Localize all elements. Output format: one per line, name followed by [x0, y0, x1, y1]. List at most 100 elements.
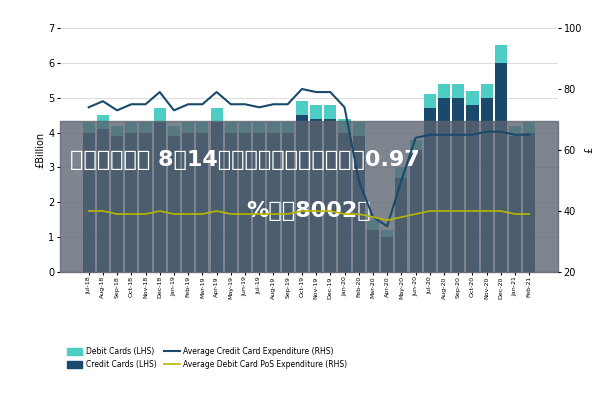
Average Credit Card Expenditure (RHS)	[85, 105, 92, 110]
Bar	[281, 132, 294, 272]
Average Credit Card Expenditure (RHS)	[327, 90, 334, 94]
Average Credit Card Expenditure (RHS)	[185, 102, 192, 107]
Bar	[83, 122, 95, 272]
Average Debit Card PoS Expenditure (RHS)	[170, 212, 178, 216]
Y-axis label: £Billion: £Billion	[35, 132, 46, 168]
Average Debit Card PoS Expenditure (RHS)	[99, 209, 106, 214]
Average Credit Card Expenditure (RHS)	[199, 102, 206, 107]
Bar	[310, 105, 322, 272]
Bar	[410, 140, 422, 272]
Bar	[495, 63, 507, 272]
Average Credit Card Expenditure (RHS)	[270, 102, 277, 107]
Bar	[338, 132, 350, 272]
Average Debit Card PoS Expenditure (RHS)	[469, 209, 476, 214]
Bar	[296, 101, 308, 272]
Average Debit Card PoS Expenditure (RHS)	[398, 215, 405, 220]
Bar	[523, 122, 535, 272]
Average Debit Card PoS Expenditure (RHS)	[455, 209, 462, 214]
Average Debit Card PoS Expenditure (RHS)	[440, 209, 448, 214]
Bar	[125, 122, 137, 272]
Bar	[97, 129, 109, 272]
Average Debit Card PoS Expenditure (RHS)	[383, 218, 391, 222]
Average Credit Card Expenditure (RHS)	[99, 99, 106, 104]
Average Credit Card Expenditure (RHS)	[227, 102, 235, 107]
Bar	[182, 132, 194, 272]
Bar	[83, 132, 95, 272]
Average Debit Card PoS Expenditure (RHS)	[512, 212, 519, 216]
Average Credit Card Expenditure (RHS)	[440, 132, 448, 137]
Average Credit Card Expenditure (RHS)	[412, 135, 419, 140]
Average Credit Card Expenditure (RHS)	[426, 132, 433, 137]
Bar	[395, 178, 407, 272]
Average Debit Card PoS Expenditure (RHS)	[412, 212, 419, 216]
Average Credit Card Expenditure (RHS)	[526, 132, 533, 137]
Legend: Debit Cards (LHS), Credit Cards (LHS), Average Credit Card Expenditure (RHS), Av: Debit Cards (LHS), Credit Cards (LHS), A…	[64, 344, 350, 372]
Average Debit Card PoS Expenditure (RHS)	[426, 209, 433, 214]
Bar	[239, 122, 251, 272]
Average Debit Card PoS Expenditure (RHS)	[142, 212, 149, 216]
Average Debit Card PoS Expenditure (RHS)	[313, 209, 320, 214]
Average Credit Card Expenditure (RHS)	[355, 178, 362, 183]
Average Credit Card Expenditure (RHS)	[298, 87, 305, 92]
Bar	[111, 126, 123, 272]
Average Credit Card Expenditure (RHS)	[469, 132, 476, 137]
Bar	[125, 132, 137, 272]
Average Credit Card Expenditure (RHS)	[142, 102, 149, 107]
Average Credit Card Expenditure (RHS)	[256, 105, 263, 110]
Bar	[239, 132, 251, 272]
Bar	[60, 121, 558, 272]
Average Debit Card PoS Expenditure (RHS)	[526, 212, 533, 216]
Bar	[367, 230, 379, 272]
Average Debit Card PoS Expenditure (RHS)	[85, 209, 92, 214]
Line: Average Debit Card PoS Expenditure (RHS): Average Debit Card PoS Expenditure (RHS)	[89, 211, 529, 220]
Bar	[310, 119, 322, 272]
Average Debit Card PoS Expenditure (RHS)	[256, 212, 263, 216]
Average Credit Card Expenditure (RHS)	[455, 132, 462, 137]
Average Credit Card Expenditure (RHS)	[512, 132, 519, 137]
Bar	[509, 126, 521, 272]
Average Debit Card PoS Expenditure (RHS)	[483, 209, 490, 214]
Bar	[495, 46, 507, 272]
Bar	[438, 98, 450, 272]
Average Debit Card PoS Expenditure (RHS)	[497, 209, 505, 214]
Average Credit Card Expenditure (RHS)	[213, 90, 220, 94]
Average Debit Card PoS Expenditure (RHS)	[213, 209, 220, 214]
Bar	[523, 132, 535, 272]
Bar	[324, 105, 337, 272]
Bar	[509, 136, 521, 272]
Bar	[481, 84, 493, 272]
Average Credit Card Expenditure (RHS)	[383, 224, 391, 229]
Average Debit Card PoS Expenditure (RHS)	[156, 209, 163, 214]
Bar	[324, 119, 337, 272]
Bar	[111, 136, 123, 272]
Average Credit Card Expenditure (RHS)	[313, 90, 320, 94]
Bar	[139, 122, 152, 272]
Average Debit Card PoS Expenditure (RHS)	[199, 212, 206, 216]
Bar	[452, 98, 464, 272]
Average Debit Card PoS Expenditure (RHS)	[185, 212, 192, 216]
Bar	[424, 108, 436, 272]
Bar	[196, 132, 208, 272]
Average Credit Card Expenditure (RHS)	[128, 102, 135, 107]
Bar	[268, 132, 280, 272]
Average Debit Card PoS Expenditure (RHS)	[341, 212, 348, 216]
Bar	[466, 91, 479, 272]
Average Debit Card PoS Expenditure (RHS)	[128, 212, 135, 216]
Average Debit Card PoS Expenditure (RHS)	[370, 215, 377, 220]
Bar	[154, 108, 166, 272]
Average Debit Card PoS Expenditure (RHS)	[241, 212, 248, 216]
Average Credit Card Expenditure (RHS)	[398, 178, 405, 183]
Average Credit Card Expenditure (RHS)	[170, 108, 178, 113]
Y-axis label: £: £	[585, 147, 595, 153]
Bar	[182, 122, 194, 272]
Average Credit Card Expenditure (RHS)	[341, 105, 348, 110]
Average Credit Card Expenditure (RHS)	[483, 129, 490, 134]
Average Debit Card PoS Expenditure (RHS)	[298, 209, 305, 214]
Bar	[438, 84, 450, 272]
Bar	[353, 136, 365, 272]
Text: 合肥期货配资 8月14日对二甲苯期货收盘下跌0.97: 合肥期货配资 8月14日对二甲苯期货收盘下跌0.97	[70, 150, 420, 170]
Bar	[281, 122, 294, 272]
Average Credit Card Expenditure (RHS)	[156, 90, 163, 94]
Bar	[196, 122, 208, 272]
Bar	[395, 168, 407, 272]
